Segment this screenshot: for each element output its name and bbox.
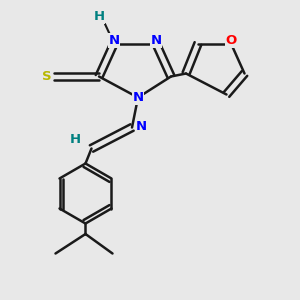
Text: N: N [135,119,147,133]
Text: S: S [42,70,51,83]
Text: N: N [132,91,144,104]
Text: N: N [108,34,120,47]
Text: N: N [150,34,162,47]
Text: H: H [69,133,81,146]
Text: O: O [225,34,237,47]
Text: H: H [93,10,105,23]
